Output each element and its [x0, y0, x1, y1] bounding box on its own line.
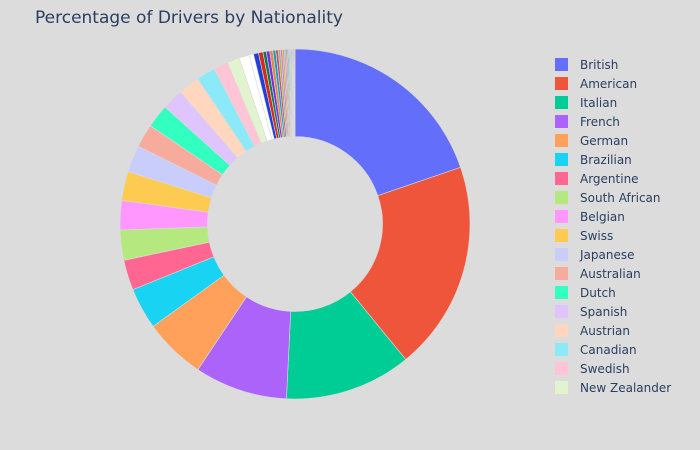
chart-title: Percentage of Drivers by Nationality [35, 8, 343, 28]
legend-label: Brazilian [580, 152, 632, 167]
legend-item-italian[interactable]: Italian [555, 93, 671, 112]
legend-item-american[interactable]: American [555, 74, 671, 93]
legend-swatch [555, 324, 568, 337]
legend-swatch [555, 267, 568, 280]
slice-british[interactable] [294, 48, 461, 197]
slice-other-21[interactable] [294, 48, 296, 137]
legend-label: South African [580, 190, 661, 205]
legend-item-austrian[interactable]: Austrian [555, 321, 671, 340]
legend-label: German [580, 133, 629, 148]
legend-label: Italian [580, 95, 618, 110]
legend-item-dutch[interactable]: Dutch [555, 283, 671, 302]
legend-swatch [555, 362, 568, 375]
legend-swatch [555, 248, 568, 261]
legend-item-swiss[interactable]: Swiss [555, 226, 671, 245]
legend-swatch [555, 172, 568, 185]
legend-item-british[interactable]: British [555, 55, 671, 74]
legend-swatch [555, 286, 568, 299]
legend-label: Australian [580, 266, 641, 281]
legend-item-french[interactable]: French [555, 112, 671, 131]
legend-label: French [580, 114, 620, 129]
legend-label: American [580, 76, 638, 91]
legend-item-swedish[interactable]: Swedish [555, 359, 671, 378]
legend-item-canadian[interactable]: Canadian [555, 340, 671, 359]
legend-label: Spanish [580, 304, 628, 319]
legend-swatch [555, 58, 568, 71]
legend-item-belgian[interactable]: Belgian [555, 207, 671, 226]
legend-swatch [555, 115, 568, 128]
slice-american[interactable] [349, 166, 471, 360]
legend-swatch [555, 153, 568, 166]
legend-label: Austrian [580, 323, 630, 338]
legend-item-german[interactable]: German [555, 131, 671, 150]
legend-label: British [580, 57, 619, 72]
legend: British American Italian French German Brazil… [555, 55, 671, 397]
legend-item-brazilian[interactable]: Brazilian [555, 150, 671, 169]
legend-swatch [555, 134, 568, 147]
legend-item-australian[interactable]: Australian [555, 264, 671, 283]
legend-item-spanish[interactable]: Spanish [555, 302, 671, 321]
legend-label: New Zealander [580, 380, 672, 395]
legend-item-argentine[interactable]: Argentine [555, 169, 671, 188]
legend-swatch [555, 191, 568, 204]
legend-swatch [555, 381, 568, 394]
legend-swatch [555, 229, 568, 242]
legend-item-japanese[interactable]: Japanese [555, 245, 671, 264]
legend-label: Dutch [580, 285, 616, 300]
legend-swatch [555, 96, 568, 109]
legend-label: Canadian [580, 342, 637, 357]
legend-item-south-african[interactable]: South African [555, 188, 671, 207]
legend-swatch [555, 343, 568, 356]
legend-label: Japanese [580, 247, 635, 262]
legend-label: Swiss [580, 228, 614, 243]
legend-label: Swedish [580, 361, 630, 376]
legend-item-new-zealander[interactable]: New Zealander [555, 378, 671, 397]
legend-label: Belgian [580, 209, 625, 224]
legend-label: Argentine [580, 171, 639, 186]
legend-swatch [555, 305, 568, 318]
legend-swatch [555, 210, 568, 223]
legend-swatch [555, 77, 568, 90]
